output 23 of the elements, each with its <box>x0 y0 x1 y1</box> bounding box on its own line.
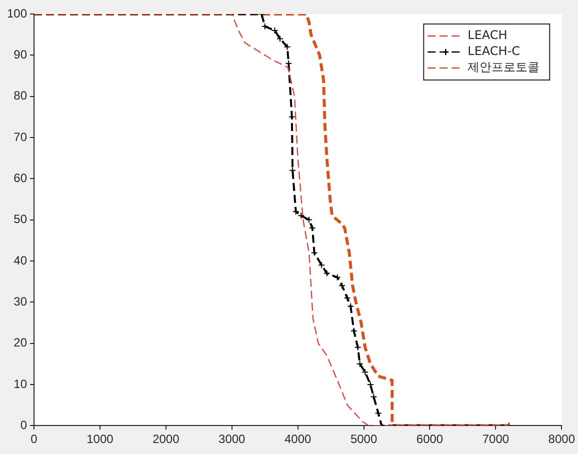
x-tick-label: 8000 <box>548 432 576 446</box>
y-tick-label: 10 <box>14 376 28 391</box>
x-tick-label: 2000 <box>152 432 180 446</box>
y-tick-label: 40 <box>14 253 28 268</box>
x-tick-label: 3000 <box>218 432 246 446</box>
y-tick-label: 80 <box>14 88 28 103</box>
y-tick-label: 100 <box>6 6 28 20</box>
x-tick-label: 4000 <box>284 432 312 446</box>
x-tick-label: 0 <box>30 432 38 446</box>
y-tick-label: 20 <box>14 336 28 350</box>
y-tick-label: 0 <box>20 418 28 432</box>
y-tick-label: 70 <box>14 130 28 144</box>
y-tick-label: 90 <box>14 47 28 62</box>
x-tick-label: 7000 <box>482 432 510 446</box>
y-tick-label: 30 <box>14 294 28 308</box>
x-tick-label: 6000 <box>416 432 444 446</box>
y-tick-label: 60 <box>14 170 28 185</box>
x-tick-label: 1000 <box>86 432 114 446</box>
legend-label: LEACH <box>468 28 508 42</box>
legend-label: LEACH-C <box>468 44 520 58</box>
y-tick-label: 50 <box>14 212 28 226</box>
x-tick-label: 5000 <box>350 432 378 446</box>
legend-label: 제안프로토콜 <box>468 60 540 74</box>
